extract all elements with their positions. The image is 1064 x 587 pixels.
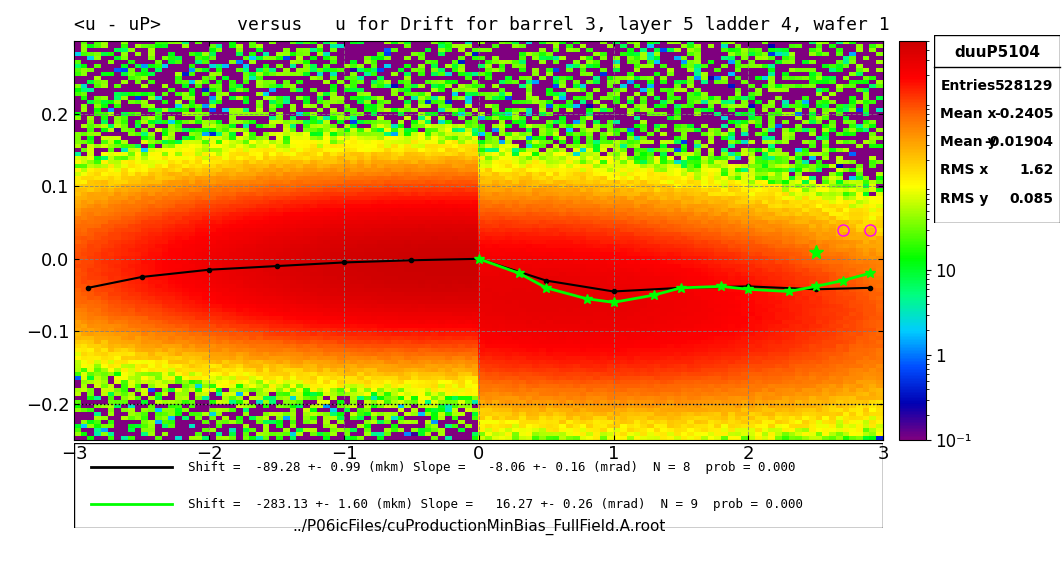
Text: RMS x: RMS x — [941, 163, 988, 177]
Text: RMS y: RMS y — [941, 191, 988, 205]
Text: <u - uP>       versus   u for Drift for barrel 3, layer 5 ladder 4, wafer 1: <u - uP> versus u for Drift for barrel 3… — [74, 16, 891, 34]
Text: -0.2405: -0.2405 — [994, 107, 1053, 121]
Text: 1.62: 1.62 — [1019, 163, 1053, 177]
Text: 528129: 528129 — [995, 79, 1053, 93]
Text: Shift =  -283.13 +- 1.60 (mkm) Slope =   16.27 +- 0.26 (mrad)  N = 9  prob = 0.0: Shift = -283.13 +- 1.60 (mkm) Slope = 16… — [187, 498, 802, 511]
Text: Mean y: Mean y — [941, 135, 997, 149]
Text: duuP5104: duuP5104 — [954, 45, 1040, 60]
Text: Entries: Entries — [941, 79, 996, 93]
Text: -0.01904: -0.01904 — [984, 135, 1053, 149]
Text: Mean x: Mean x — [941, 107, 997, 121]
Text: 0.085: 0.085 — [1010, 191, 1053, 205]
Text: Shift =  -89.28 +- 0.99 (mkm) Slope =   -8.06 +- 0.16 (mrad)  N = 8  prob = 0.00: Shift = -89.28 +- 0.99 (mkm) Slope = -8.… — [187, 461, 795, 474]
X-axis label: ../P06icFiles/cuProductionMinBias_FullField.A.root: ../P06icFiles/cuProductionMinBias_FullFi… — [293, 519, 665, 535]
